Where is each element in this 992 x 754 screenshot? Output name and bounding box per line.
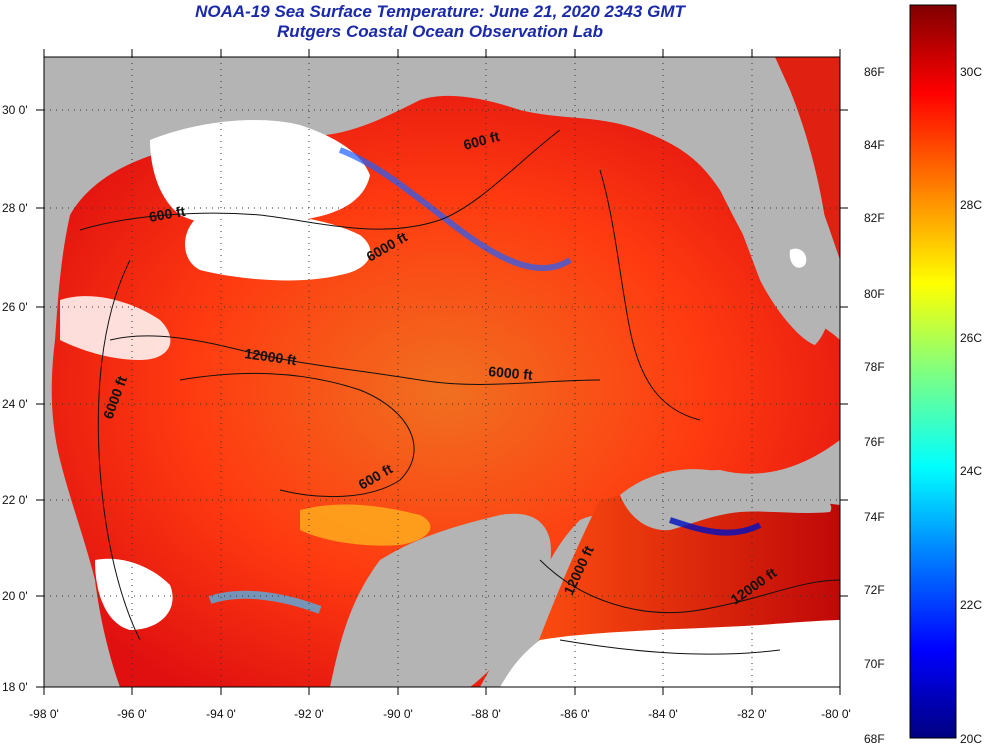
cloud-southeast [500, 620, 840, 687]
contour-6000ft [109, 335, 601, 385]
cold-fringe-north [338, 147, 572, 271]
contour-caribbean [539, 559, 841, 613]
warm-patch [300, 504, 431, 546]
lat-label: 30 0' [2, 103, 28, 117]
colorbar-f-label: 74F [864, 510, 885, 524]
lon-label: -82 0' [737, 707, 767, 721]
contour-600ft-west [97, 259, 141, 641]
colorbar-c-label: 24C [960, 464, 982, 478]
cloud-florida-inland [789, 248, 807, 268]
sst-map: 30 0' 28 0' 26 0' 24 0' 22 0' 20 0' 18 0… [2, 49, 851, 721]
lon-label: -96 0' [117, 707, 147, 721]
lon-label: -90 0' [383, 707, 413, 721]
lon-label: -88 0' [471, 707, 501, 721]
cloud-shelf [185, 213, 371, 281]
colorbar-f-label: 76F [864, 435, 885, 449]
map-subtitle: Rutgers Coastal Ocean Observation Lab [277, 22, 603, 41]
lon-label: -94 0' [206, 707, 236, 721]
colorbar-f-label: 70F [864, 657, 885, 671]
lon-label: -86 0' [560, 707, 590, 721]
map-title: NOAA-19 Sea Surface Temperature: June 21… [195, 2, 685, 21]
lon-label: -98 0' [29, 707, 59, 721]
contour-12000ft [179, 372, 415, 498]
colorbar-f-label: 68F [864, 732, 885, 746]
contour-caribbean-2 [559, 639, 781, 655]
cold-fringe-cuba [669, 517, 762, 536]
cloud-northwest [150, 120, 370, 227]
contour-600ft-east [599, 169, 701, 421]
colorbar-gradient [909, 4, 957, 739]
lat-label: 28 0' [2, 201, 28, 215]
cold-fringe-yucatan [208, 590, 322, 614]
colorbar-f-label: 72F [864, 583, 885, 597]
colorbar-f-label: 86F [864, 65, 885, 79]
grid-lines [44, 57, 840, 687]
colorbar-c-label: 26C [960, 331, 982, 345]
lat-label: 20 0' [2, 589, 28, 603]
colorbar-c-label: 20C [960, 732, 982, 746]
map-frame [43, 56, 841, 688]
yucatan-land [330, 513, 551, 687]
contour-label: 6000 ft [488, 363, 534, 383]
contour-600ft-north [79, 129, 561, 231]
cloud-southwest [95, 558, 173, 630]
lon-label: -92 0' [294, 707, 324, 721]
contour-label: 12000 ft [244, 345, 298, 368]
colorbar-c-label: 28C [960, 198, 982, 212]
colorbar-f-label: 78F [864, 360, 885, 374]
colorbar-c-label: 22C [960, 598, 982, 612]
cuba-land [620, 469, 832, 531]
lat-label: 26 0' [2, 300, 28, 314]
lat-label: 22 0' [2, 493, 28, 507]
colorbar-c-label: 30C [960, 65, 982, 79]
lat-label: 24 0' [2, 397, 28, 411]
lon-label: -84 0' [648, 707, 678, 721]
colorbar-f-label: 82F [864, 211, 885, 225]
temperature-colorbar: 86F 84F 82F 80F 78F 76F 74F 72F 70F 68F … [864, 4, 982, 746]
cloud-west [60, 296, 171, 360]
florida-land [700, 57, 832, 345]
colorbar-f-label: 84F [864, 138, 885, 152]
colorbar-f-label: 80F [864, 287, 885, 301]
contour-label: 600 ft [148, 203, 187, 225]
lat-label: 18 0' [2, 680, 28, 694]
lon-label: -80 0' [821, 707, 851, 721]
tick-marks [36, 49, 848, 695]
